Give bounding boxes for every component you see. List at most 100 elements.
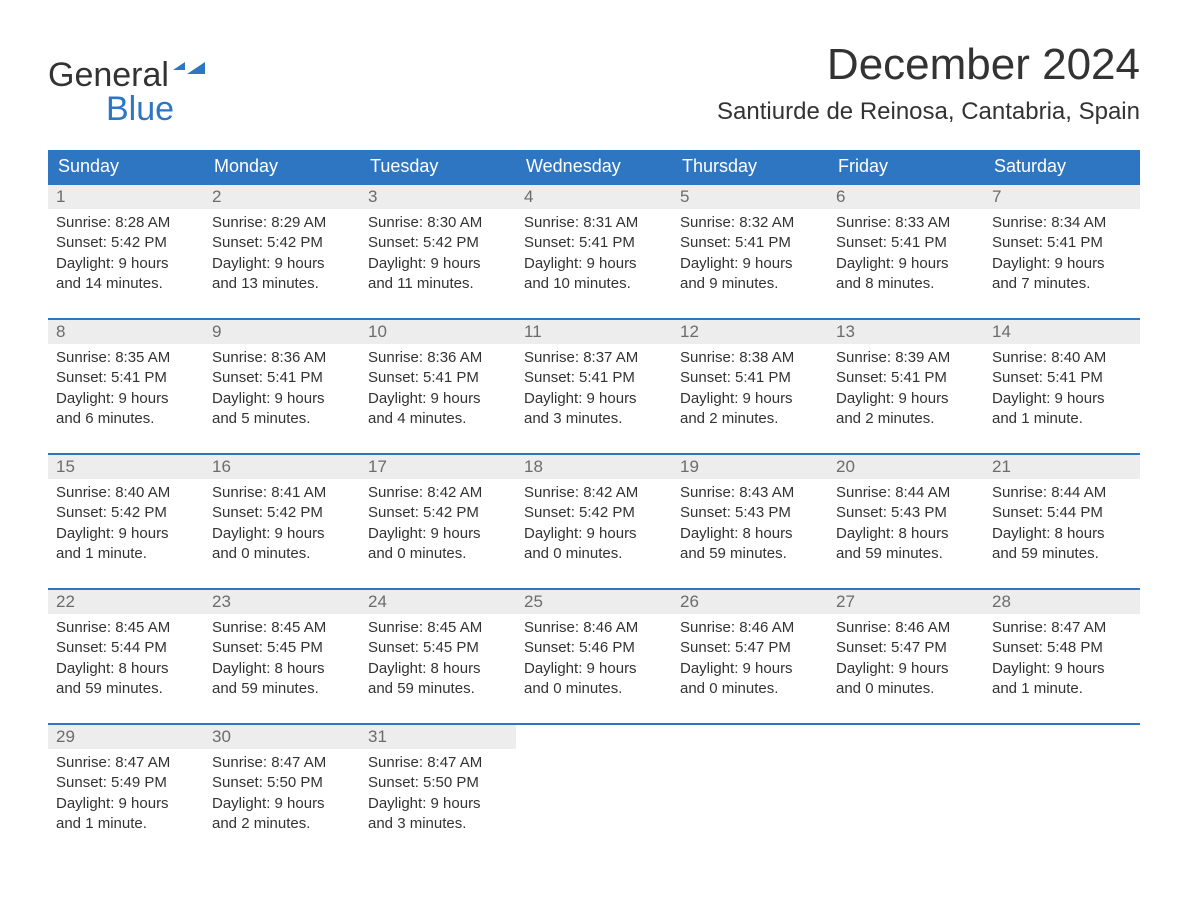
day-daylight2: and 1 minute.: [992, 679, 1132, 699]
day-cell: 4Sunrise: 8:31 AMSunset: 5:41 PMDaylight…: [516, 185, 672, 298]
day-sunset: Sunset: 5:41 PM: [992, 368, 1132, 388]
weeks-container: 1Sunrise: 8:28 AMSunset: 5:42 PMDaylight…: [48, 183, 1140, 838]
day-body: Sunrise: 8:42 AMSunset: 5:42 PMDaylight:…: [516, 479, 672, 568]
week-row: 8Sunrise: 8:35 AMSunset: 5:41 PMDaylight…: [48, 318, 1140, 433]
day-number: 8: [48, 320, 204, 344]
day-cell: 29Sunrise: 8:47 AMSunset: 5:49 PMDayligh…: [48, 725, 204, 838]
day-sunset: Sunset: 5:45 PM: [368, 638, 508, 658]
day-sunset: Sunset: 5:44 PM: [56, 638, 196, 658]
day-number: 12: [672, 320, 828, 344]
day-cell: 20Sunrise: 8:44 AMSunset: 5:43 PMDayligh…: [828, 455, 984, 568]
day-number: 4: [516, 185, 672, 209]
day-body: Sunrise: 8:42 AMSunset: 5:42 PMDaylight:…: [360, 479, 516, 568]
day-sunrise: Sunrise: 8:37 AM: [524, 348, 664, 368]
day-number: 1: [48, 185, 204, 209]
day-number: 5: [672, 185, 828, 209]
day-body: Sunrise: 8:40 AMSunset: 5:42 PMDaylight:…: [48, 479, 204, 568]
weekday-header: Sunday: [48, 150, 204, 183]
day-cell: 24Sunrise: 8:45 AMSunset: 5:45 PMDayligh…: [360, 590, 516, 703]
day-body: Sunrise: 8:36 AMSunset: 5:41 PMDaylight:…: [360, 344, 516, 433]
day-daylight2: and 59 minutes.: [992, 544, 1132, 564]
day-cell: 28 Sunrise: 8:47 AMSunset: 5:48 PMDayligh…: [984, 590, 1140, 703]
day-sunrise: Sunrise: 8:45 AM: [212, 618, 352, 638]
day-daylight1: Daylight: 9 hours: [368, 794, 508, 814]
day-sunrise: Sunrise: 8:33 AM: [836, 213, 976, 233]
day-daylight2: and 9 minutes.: [680, 274, 820, 294]
day-cell: 2Sunrise: 8:29 AMSunset: 5:42 PMDaylight…: [204, 185, 360, 298]
weekday-header: Monday: [204, 150, 360, 183]
day-daylight2: and 1 minute.: [56, 814, 196, 834]
day-number: 24: [360, 590, 516, 614]
day-number: 28: [984, 590, 1140, 614]
day-sunrise: Sunrise: 8:44 AM: [992, 483, 1132, 503]
day-number: 3: [360, 185, 516, 209]
week-row: 22 Sunrise: 8:45 AM Sunset: 5:44 PM Dayligh…: [48, 588, 1140, 703]
day-sunset: Sunset: 5:42 PM: [56, 233, 196, 253]
day-number: 31: [360, 725, 516, 749]
day-sunrise: Sunrise: 8:47 AM: [992, 618, 1132, 638]
day-sunrise: Sunrise: 8:46 AM: [524, 618, 664, 638]
logo-top-row: General: [48, 58, 217, 92]
day-daylight2: and 3 minutes.: [368, 814, 508, 834]
day-cell: 6Sunrise: 8:33 AMSunset: 5:41 PMDaylight…: [828, 185, 984, 298]
day-number: 23: [204, 590, 360, 614]
day-cell: 13Sunrise: 8:39 AMSunset: 5:41 PMDayligh…: [828, 320, 984, 433]
day-sunset: Sunset: 5:41 PM: [524, 368, 664, 388]
day-sunrise: Sunrise: 8:28 AM: [56, 213, 196, 233]
day-sunset: Sunset: 5:41 PM: [992, 233, 1132, 253]
day-cell: 31Sunrise: 8:47 AMSunset: 5:50 PMDayligh…: [360, 725, 516, 838]
day-sunrise: Sunrise: 8:40 AM: [56, 483, 196, 503]
day-number: 14: [984, 320, 1140, 344]
day-daylight1: Daylight: 9 hours: [992, 659, 1132, 679]
day-daylight2: and 13 minutes.: [212, 274, 352, 294]
day-daylight2: and 2 minutes.: [680, 409, 820, 429]
day-sunset: Sunset: 5:41 PM: [56, 368, 196, 388]
day-daylight1: Daylight: 9 hours: [212, 389, 352, 409]
week-row: 1 Sunrise: 8:28 AMSunset: 5:42 PMDaylight…: [48, 183, 1140, 298]
day-body: Sunrise: 8:47 AMSunset: 5:49 PMDaylight:…: [48, 749, 204, 838]
day-cell: 1 Sunrise: 8:28 AMSunset: 5:42 PMDaylight…: [48, 185, 204, 298]
weekday-header: Saturday: [984, 150, 1140, 183]
day-daylight2: and 0 minutes.: [680, 679, 820, 699]
day-cell: 5Sunrise: 8:32 AMSunset: 5:41 PMDaylight…: [672, 185, 828, 298]
weekday-header: Friday: [828, 150, 984, 183]
day-sunset: Sunset: 5:41 PM: [836, 368, 976, 388]
day-sunrise: Sunrise: 8:29 AM: [212, 213, 352, 233]
day-sunset: Sunset: 5:42 PM: [56, 503, 196, 523]
weekday-header: Wednesday: [516, 150, 672, 183]
day-sunset: Sunset: 5:47 PM: [680, 638, 820, 658]
day-number: 19: [672, 455, 828, 479]
day-daylight2: and 59 minutes.: [212, 679, 352, 699]
day-body: Sunrise: 8:37 AMSunset: 5:41 PMDaylight:…: [516, 344, 672, 433]
day-cell: 21Sunrise: 8:44 AMSunset: 5:44 PMDayligh…: [984, 455, 1140, 568]
day-cell: 9Sunrise: 8:36 AMSunset: 5:41 PMDaylight…: [204, 320, 360, 433]
day-body: Sunrise: 8:47 AMSunset: 5:50 PMDaylight:…: [204, 749, 360, 838]
day-daylight1: Daylight: 8 hours: [992, 524, 1132, 544]
day-number: 11: [516, 320, 672, 344]
day-sunrise: Sunrise: 8:38 AM: [680, 348, 820, 368]
day-sunrise: Sunrise: 8:31 AM: [524, 213, 664, 233]
day-daylight2: and 0 minutes.: [212, 544, 352, 564]
day-sunset: Sunset: 5:45 PM: [212, 638, 352, 658]
day-sunrise: Sunrise: 8:36 AM: [212, 348, 352, 368]
day-daylight1: Daylight: 9 hours: [56, 389, 196, 409]
day-cell: 10Sunrise: 8:36 AMSunset: 5:41 PMDayligh…: [360, 320, 516, 433]
day-daylight2: and 0 minutes.: [524, 544, 664, 564]
day-cell: 26Sunrise: 8:46 AMSunset: 5:47 PMDayligh…: [672, 590, 828, 703]
day-daylight2: and 5 minutes.: [212, 409, 352, 429]
day-number: 22: [48, 590, 204, 614]
day-daylight2: and 59 minutes.: [836, 544, 976, 564]
day-cell: 11Sunrise: 8:37 AMSunset: 5:41 PMDayligh…: [516, 320, 672, 433]
day-cell: 16Sunrise: 8:41 AMSunset: 5:42 PMDayligh…: [204, 455, 360, 568]
day-daylight1: Daylight: 9 hours: [56, 254, 196, 274]
day-sunset: Sunset: 5:49 PM: [56, 773, 196, 793]
day-cell: 8Sunrise: 8:35 AMSunset: 5:41 PMDaylight…: [48, 320, 204, 433]
day-sunset: Sunset: 5:41 PM: [368, 368, 508, 388]
day-sunset: Sunset: 5:42 PM: [368, 503, 508, 523]
flag-icon: [173, 58, 217, 92]
title-location: Santiurde de Reinosa, Cantabria, Spain: [717, 98, 1140, 126]
day-cell: 7Sunrise: 8:34 AMSunset: 5:41 PMDaylight…: [984, 185, 1140, 298]
day-sunrise: Sunrise: 8:34 AM: [992, 213, 1132, 233]
day-sunset: Sunset: 5:48 PM: [992, 638, 1132, 658]
day-body: [516, 729, 672, 737]
